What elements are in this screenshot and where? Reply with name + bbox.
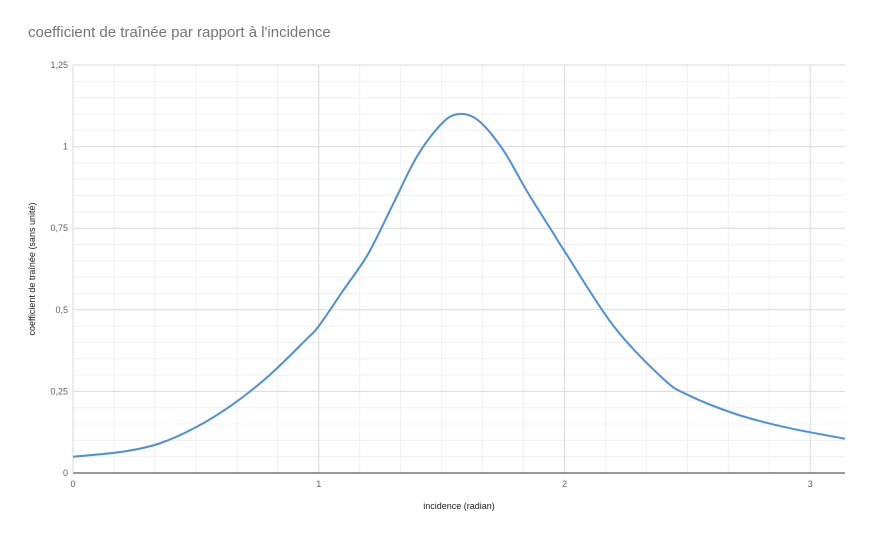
x-tick-label: 2 xyxy=(562,479,567,489)
grid xyxy=(73,64,845,473)
x-axis-label: incidence (radian) xyxy=(423,501,495,511)
chart-title: coefficient de traînée par rapport à l'i… xyxy=(28,24,331,41)
series-line xyxy=(72,112,846,458)
y-tick-label: 0 xyxy=(63,468,68,478)
axes xyxy=(72,65,845,474)
tick-labels: 0 0,25 0,5 0,75 1 1,25 0 1 2 3 xyxy=(50,60,812,489)
y-tick-label: 0,5 xyxy=(55,305,68,315)
x-tick-label: 0 xyxy=(70,479,75,489)
y-tick-label: 1 xyxy=(63,142,68,152)
x-tick-label: 3 xyxy=(808,479,813,489)
y-tick-label: 0,75 xyxy=(50,223,68,233)
y-tick-label: 1,25 xyxy=(50,60,68,70)
x-tick-label: 1 xyxy=(316,479,321,489)
series xyxy=(72,112,846,458)
y-axis-label: coefficient de traînée (sans unité) xyxy=(27,203,37,336)
y-tick-label: 0,25 xyxy=(50,386,68,396)
